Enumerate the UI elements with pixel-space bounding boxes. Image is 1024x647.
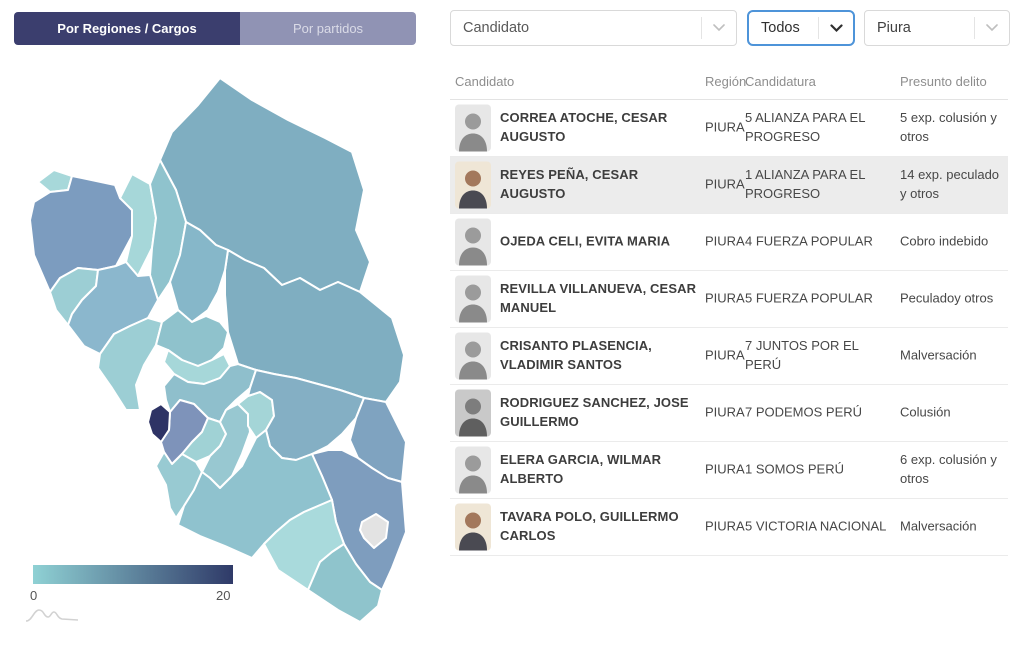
candidate-dropdown[interactable]: Candidato (450, 10, 737, 46)
map-region-tumbes[interactable] (37, 169, 73, 193)
legend-density-icon (25, 609, 79, 622)
candidate-region: PIURA (705, 290, 745, 306)
table-row[interactable]: REVILLA VILLANUEVA, CESAR MANUEL PIURA 5… (450, 271, 1008, 328)
candidate-region: PIURA (705, 461, 745, 477)
candidate-photo (455, 275, 491, 323)
candidate-crime: 14 exp. peculado y otros (900, 167, 1000, 201)
candidate-photo (455, 161, 491, 209)
candidate-crime: Peculadoy otros (900, 290, 994, 306)
candidate-candidacy: 7 JUNTOS POR EL PERÚ (745, 338, 859, 372)
candidate-name: CRISANTO PLASENCIA, VLADIMIR SANTOS (500, 338, 652, 372)
table-row[interactable]: CRISANTO PLASENCIA, VLADIMIR SANTOS PIUR… (450, 328, 1008, 385)
candidate-name: RODRIGUEZ SANCHEZ, JOSE GUILLERMO (500, 395, 689, 429)
legend-min-label: 0 (30, 588, 37, 603)
candidate-region: PIURA (705, 233, 745, 249)
map-region-arequipa[interactable] (177, 429, 333, 559)
candidate-crime: 5 exp. colusión y otros (900, 110, 997, 144)
candidate-region: PIURA (705, 404, 745, 420)
table-row[interactable]: REYES PEÑA, CESAR AUGUSTO PIURA 1 ALIANZ… (450, 157, 1008, 214)
candidate-candidacy: 4 FUERZA POPULAR (745, 233, 873, 249)
column-header-presunto-delito: Presunto delito (900, 74, 987, 89)
candidate-photo (455, 503, 491, 551)
crime-dropdown-value: Todos (761, 20, 800, 36)
legend-gradient-bar (33, 565, 233, 584)
candidate-region: PIURA (705, 176, 745, 192)
candidate-region: PIURA (705, 518, 745, 534)
candidate-candidacy: 5 ALIANZA PARA EL PROGRESO (745, 110, 865, 144)
map-region-tacna[interactable] (307, 543, 383, 623)
candidate-candidacy: 7 PODEMOS PERÚ (745, 404, 863, 420)
candidate-candidacy: 5 FUERZA POPULAR (745, 290, 873, 306)
region-dropdown[interactable]: Piura (864, 10, 1010, 46)
table-header: Candidato Región Candidatura Presunto de… (450, 72, 1008, 100)
chevron-down-icon (975, 24, 1009, 32)
chevron-down-icon (819, 23, 853, 33)
candidate-name: OJEDA CELI, EVITA MARIA (500, 233, 671, 249)
candidate-candidacy: 5 VICTORIA NACIONAL (745, 518, 887, 534)
column-header-region: Región (705, 74, 747, 89)
table-row[interactable]: ELERA GARCIA, WILMAR ALBERTO PIURA 1 SOM… (450, 442, 1008, 499)
candidate-name: REYES PEÑA, CESAR AUGUSTO (500, 167, 639, 201)
map-region-cajamarca[interactable] (119, 173, 157, 277)
table-row[interactable]: TAVARA POLO, GUILLERMO CARLOS PIURA 5 VI… (450, 499, 1008, 556)
column-header-candidato: Candidato (455, 74, 515, 89)
table-row[interactable]: CORREA ATOCHE, CESAR AUGUSTO PIURA 5 ALI… (450, 100, 1008, 157)
region-dropdown-value: Piura (877, 20, 911, 36)
candidate-photo (455, 332, 491, 380)
candidate-crime: Colusión (900, 404, 951, 420)
candidate-region: PIURA (705, 119, 745, 135)
candidate-photo (455, 389, 491, 437)
lake-titicaca (359, 513, 389, 549)
candidate-crime: Malversación (900, 347, 977, 363)
candidate-crime: 6 exp. colusión y otros (900, 452, 997, 486)
candidate-photo (455, 218, 491, 266)
map-region-junin[interactable] (163, 363, 257, 423)
candidate-name: ELERA GARCIA, WILMAR ALBERTO (500, 452, 662, 486)
table-body: CORREA ATOCHE, CESAR AUGUSTO PIURA 5 ALI… (450, 100, 1008, 556)
candidate-dropdown-placeholder: Candidato (463, 20, 530, 36)
map-region-lima-metropolitana[interactable] (147, 403, 171, 443)
peru-choropleth-map: 0 20 (20, 70, 440, 635)
candidate-crime: Malversación (900, 518, 977, 534)
legend-max-label: 20 (216, 588, 230, 603)
candidate-photo (455, 104, 491, 152)
candidate-candidacy: 1 SOMOS PERÚ (745, 461, 844, 477)
table-row[interactable]: RODRIGUEZ SANCHEZ, JOSE GUILLERMO PIURA … (450, 385, 1008, 442)
candidate-candidacy: 1 ALIANZA PARA EL PROGRESO (745, 167, 865, 201)
view-toggle: Por Regiones / Cargos Por partidos (14, 12, 416, 45)
toggle-por-regiones-cargos[interactable]: Por Regiones / Cargos (14, 12, 240, 45)
candidates-table: Candidato Región Candidatura Presunto de… (450, 72, 1008, 556)
candidate-photo (455, 446, 491, 494)
candidate-crime: Cobro indebido (900, 233, 989, 249)
chevron-down-icon (702, 24, 736, 32)
table-row[interactable]: OJEDA CELI, EVITA MARIA PIURA 4 FUERZA P… (450, 214, 1008, 271)
candidate-name: CORREA ATOCHE, CESAR AUGUSTO (500, 110, 668, 144)
filter-bar: Candidato Todos Piura (450, 10, 1010, 46)
column-header-candidatura: Candidatura (745, 74, 816, 89)
crime-dropdown[interactable]: Todos (747, 10, 855, 46)
map-region-san-martin[interactable] (169, 221, 229, 323)
toggle-por-partidos[interactable]: Por partidos (240, 12, 416, 45)
candidate-name: REVILLA VILLANUEVA, CESAR MANUEL (500, 281, 697, 315)
candidate-region: PIURA (705, 347, 745, 363)
candidate-name: TAVARA POLO, GUILLERMO CARLOS (500, 509, 679, 543)
